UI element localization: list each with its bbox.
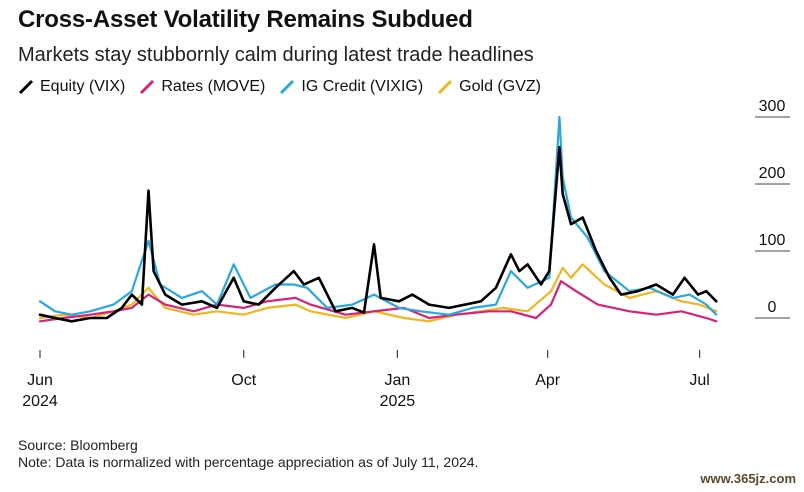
series-line-2 — [38, 115, 718, 316]
x-tick-label-1: Oct — [231, 372, 256, 389]
legend-label-1: Rates (MOVE) — [161, 78, 266, 95]
legend-swatch-3 — [438, 79, 453, 95]
data-note: Note: Data is normalized with percentage… — [18, 454, 479, 470]
chart-footer: Source: Bloomberg Note: Data is normaliz… — [18, 437, 478, 471]
legend-label-3: Gold (GVZ) — [459, 78, 541, 95]
chart-subtitle: Markets stay stubbornly calm during late… — [18, 44, 534, 66]
y-tick-label-1: 200 — [759, 165, 786, 182]
x-tick-label-0: Jun — [27, 372, 53, 389]
legend-item-0: Equity (VIX) — [18, 78, 125, 96]
x-tick-year-0: 2024 — [22, 393, 58, 410]
legend-swatch-2 — [280, 79, 295, 95]
series-line-0 — [38, 145, 718, 323]
y-tick-label-0: 300 — [759, 100, 786, 115]
chart-legend: Equity (VIX) Rates (MOVE) IG Credit (VIXIG… — [18, 78, 541, 96]
legend-swatch-0 — [18, 79, 34, 95]
y-tick-label-3: 0 — [768, 299, 777, 316]
legend-item-3: Gold (GVZ) — [437, 78, 541, 96]
watermark: www.365jz.com — [700, 471, 796, 486]
y-tick-label-2: 100 — [759, 232, 786, 249]
legend-item-2: IG Credit (VIXIG) — [279, 78, 423, 96]
legend-label-2: IG Credit (VIXIG) — [301, 78, 424, 95]
x-tick-label-3: Apr — [535, 372, 561, 389]
source-note: Source: Bloomberg — [18, 437, 138, 453]
legend-swatch-1 — [140, 79, 155, 95]
x-tick-label-2: Jan — [384, 372, 410, 389]
line-chart: 300 200 100 0 Jun 2024 Oct Jan 2025 Apr Jul — [22, 100, 790, 410]
x-tick-year-2: 2025 — [380, 393, 416, 410]
legend-label-0: Equity (VIX) — [40, 78, 126, 95]
chart-title: Cross-Asset Volatility Remains Subdued — [18, 6, 473, 33]
x-tick-label-4: Jul — [689, 372, 709, 389]
series-line-3 — [38, 263, 718, 323]
legend-item-1: Rates (MOVE) — [139, 78, 265, 96]
series-line-1 — [38, 280, 718, 323]
